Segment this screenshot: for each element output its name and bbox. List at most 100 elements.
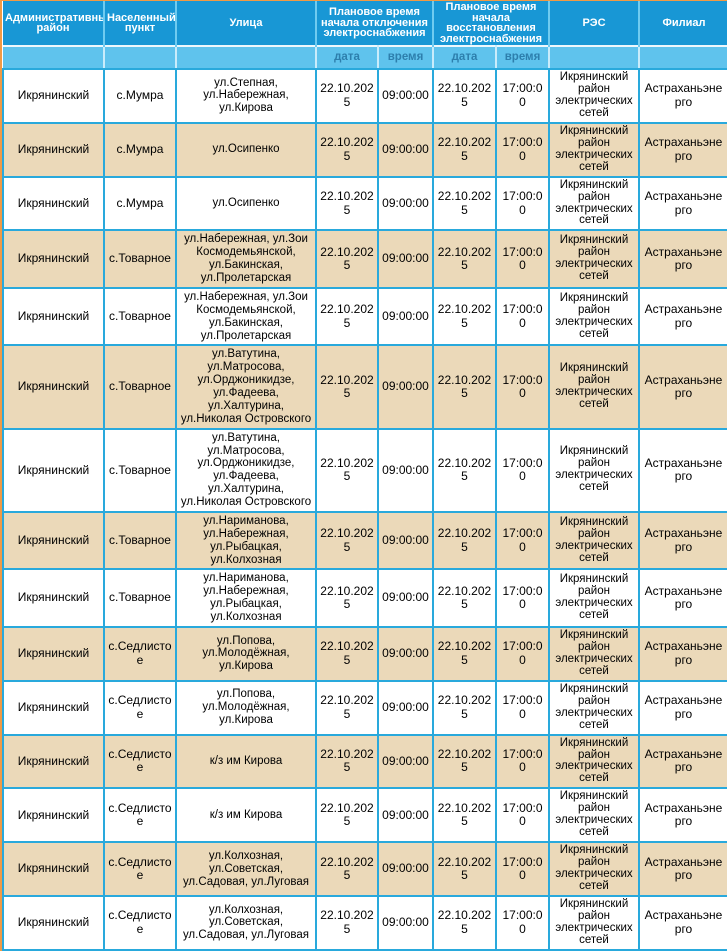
branch-cell: Астраханьэнерго <box>638 175 727 232</box>
start-date-cell: 22.10.2025 <box>315 229 379 289</box>
res-cell: Икрянинский район электрических сетей <box>548 427 640 513</box>
end-date-cell: 22.10.2025 <box>432 68 497 124</box>
district-cell: Икрянинский <box>2 229 105 289</box>
col-header-admin-district: Административный район <box>3 1 105 46</box>
end-time-cell: 17:00:00 <box>495 286 550 347</box>
start-time-cell: 09:00:00 <box>377 427 434 513</box>
end-date-cell: 22.10.2025 <box>432 895 497 951</box>
start-date-cell: 22.10.2025 <box>315 787 379 844</box>
end-time-cell: 17:00:00 <box>495 121 550 178</box>
branch-cell: Астраханьэнерго <box>638 568 727 628</box>
end-date-cell: 22.10.2025 <box>432 229 497 289</box>
settlement-cell: с.Товарное <box>103 344 177 430</box>
street-cell: ул.Нариманова, ул.Набережная, ул.Рыбацка… <box>175 568 317 628</box>
res-cell: Икрянинский район электрических сетей <box>548 286 640 347</box>
settlement-cell: с.Товарное <box>103 510 177 571</box>
start-time-cell: 09:00:00 <box>377 841 434 897</box>
table-row: Икрянинский с.Товарное ул.Набережная, ул.З… <box>2 286 727 347</box>
res-cell: Икрянинский район электрических сетей <box>548 510 640 571</box>
settlement-cell: с.Седлистое <box>103 733 177 790</box>
table-row: Икрянинский с.Седлистое ул.Колхозная, ул.С… <box>2 841 727 897</box>
start-time-cell: 09:00:00 <box>377 625 434 682</box>
res-cell: Икрянинский район электрических сетей <box>548 733 640 790</box>
branch-cell: Астраханьэнерго <box>638 841 727 897</box>
table-row: Икрянинский с.Седлистое ул.Попова, ул.Моло… <box>2 625 727 682</box>
branch-cell: Астраханьэнерго <box>638 121 727 178</box>
settlement-cell: с.Товарное <box>103 229 177 289</box>
district-cell: Икрянинский <box>2 286 105 347</box>
table-row: Икрянинский с.Товарное ул.Нариманова, ул.Н… <box>2 568 727 628</box>
settlement-cell: с.Товарное <box>103 427 177 513</box>
table-row: Икрянинский с.Седлистое к/з им Кирова 22.10… <box>2 787 727 844</box>
col-header-settlement: Населенный пункт <box>103 1 177 46</box>
end-date-cell: 22.10.2025 <box>432 175 497 232</box>
start-time-cell: 09:00:00 <box>377 229 434 289</box>
subheader-empty-district <box>3 45 105 70</box>
district-cell: Икрянинский <box>2 121 105 178</box>
settlement-cell: с.Товарное <box>103 286 177 347</box>
end-date-cell: 22.10.2025 <box>432 568 497 628</box>
end-date-cell: 22.10.2025 <box>432 679 497 736</box>
settlement-cell: с.Седлистое <box>103 679 177 736</box>
end-time-cell: 17:00:00 <box>495 427 550 513</box>
end-date-cell: 22.10.2025 <box>432 841 497 897</box>
settlement-cell: с.Мумра <box>103 175 177 232</box>
start-time-cell: 09:00:00 <box>377 568 434 628</box>
settlement-cell: с.Мумра <box>103 121 177 178</box>
start-time-cell: 09:00:00 <box>377 344 434 430</box>
branch-cell: Астраханьэнерго <box>638 895 727 951</box>
end-time-cell: 17:00:00 <box>495 895 550 951</box>
district-cell: Икрянинский <box>2 427 105 513</box>
start-date-cell: 22.10.2025 <box>315 286 379 347</box>
start-time-cell: 09:00:00 <box>377 510 434 571</box>
branch-cell: Астраханьэнерго <box>638 679 727 736</box>
col-header-outage-start: Плановое время начала отключения электро… <box>315 1 434 46</box>
col-header-street: Улица <box>175 1 317 46</box>
district-cell: Икрянинский <box>2 841 105 897</box>
res-cell: Икрянинский район электрических сетей <box>548 895 640 951</box>
branch-cell: Астраханьэнерго <box>638 733 727 790</box>
res-cell: Икрянинский район электрических сетей <box>548 841 640 897</box>
end-time-cell: 17:00:00 <box>495 733 550 790</box>
start-date-cell: 22.10.2025 <box>315 679 379 736</box>
start-date-cell: 22.10.2025 <box>315 625 379 682</box>
settlement-cell: с.Седлистое <box>103 787 177 844</box>
subheader-row: дата время дата время <box>3 45 727 70</box>
street-cell: ул.Осипенко <box>175 175 317 232</box>
col-header-outage-end: Плановое время начала восстановления эле… <box>432 1 550 46</box>
street-cell: ул.Попова, ул.Молодёжная, ул.Кирова <box>175 679 317 736</box>
start-time-cell: 09:00:00 <box>377 286 434 347</box>
start-date-cell: 22.10.2025 <box>315 510 379 571</box>
settlement-cell: с.Седлистое <box>103 841 177 897</box>
end-date-cell: 22.10.2025 <box>432 286 497 347</box>
start-date-cell: 22.10.2025 <box>315 121 379 178</box>
end-time-cell: 17:00:00 <box>495 625 550 682</box>
street-cell: ул.Колхозная, ул.Советская, ул.Садовая, … <box>175 895 317 951</box>
col-header-branch: Филиал <box>638 1 727 46</box>
street-cell: ул.Степная, ул.Набережная, ул.Кирова <box>175 68 317 124</box>
branch-cell: Астраханьэнерго <box>638 427 727 513</box>
end-date-cell: 22.10.2025 <box>432 787 497 844</box>
res-cell: Икрянинский район электрических сетей <box>548 121 640 178</box>
table-row: Икрянинский с.Товарное ул.Нариманова, ул.Н… <box>2 510 727 571</box>
res-cell: Икрянинский район электрических сетей <box>548 625 640 682</box>
street-cell: ул.Ватутина, ул.Матросова, ул.Орджоникид… <box>175 427 317 513</box>
start-date-cell: 22.10.2025 <box>315 895 379 951</box>
branch-cell: Астраханьэнерго <box>638 68 727 124</box>
subheader-end-date: дата <box>432 45 497 70</box>
branch-cell: Астраханьэнерго <box>638 286 727 347</box>
street-cell: ул.Попова, ул.Молодёжная, ул.Кирова <box>175 625 317 682</box>
district-cell: Икрянинский <box>2 625 105 682</box>
branch-cell: Астраханьэнерго <box>638 344 727 430</box>
settlement-cell: с.Товарное <box>103 568 177 628</box>
header-row: Административный район Населенный пункт … <box>3 1 727 46</box>
street-cell: ул.Набережная, ул.Зои Космодемьянской, у… <box>175 286 317 347</box>
end-time-cell: 17:00:00 <box>495 679 550 736</box>
street-cell: к/з им Кирова <box>175 733 317 790</box>
start-date-cell: 22.10.2025 <box>315 344 379 430</box>
table-row: Икрянинский с.Товарное ул.Ватутина, ул.Мат… <box>2 427 727 513</box>
table-body: Икрянинский с.Мумра ул.Степная, ул.Набереж… <box>2 68 727 951</box>
table-row: Икрянинский с.Мумра ул.Степная, ул.Набереж… <box>2 68 727 124</box>
district-cell: Икрянинский <box>2 895 105 951</box>
